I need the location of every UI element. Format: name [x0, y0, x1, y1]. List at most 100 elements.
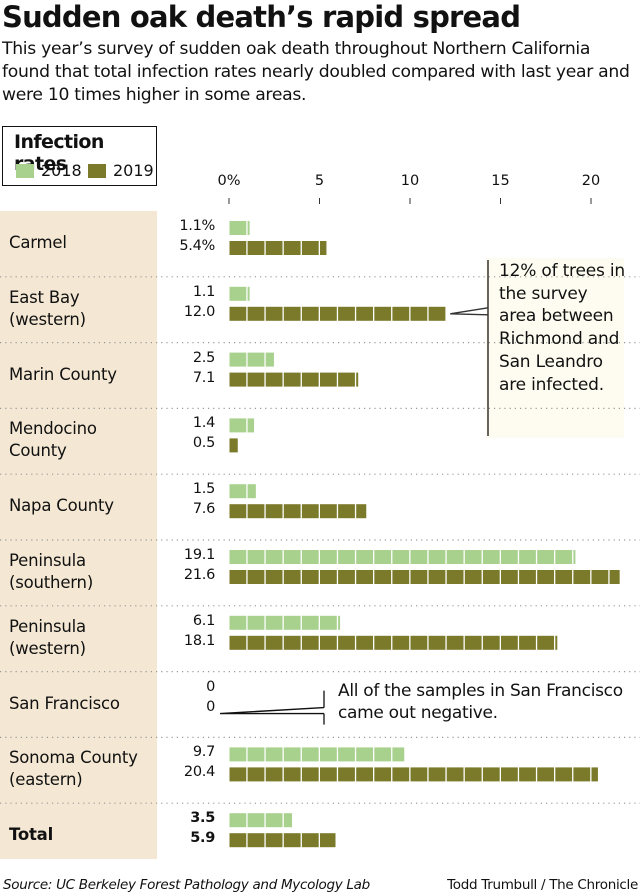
bar-segment [247, 372, 265, 387]
bar-segment [374, 747, 392, 762]
value-label-2019: 7.1 [192, 369, 215, 386]
category-label: Total [9, 824, 53, 846]
legend: Infection rates 2018 2019 [2, 126, 157, 186]
category-label: Napa County [9, 495, 114, 517]
bar-segment [482, 550, 500, 564]
bar-segment [374, 635, 392, 650]
category-label: Marin County [9, 364, 117, 386]
bar-segment [283, 747, 301, 762]
bar-segment [283, 635, 301, 650]
value-label-2018: 3.5 [190, 810, 215, 827]
bar-segment [247, 241, 265, 255]
bar-segment [428, 306, 446, 321]
bar-segment [229, 418, 247, 433]
value-label-2018: 2.5 [192, 349, 215, 366]
bar-segment [356, 570, 373, 584]
bar-2019 [229, 241, 327, 255]
bar-segment [519, 570, 536, 584]
bar-segment [229, 438, 238, 453]
bar-segment [320, 833, 336, 848]
bar-segment [519, 635, 536, 650]
bar-segment [555, 635, 558, 650]
bar-segment [283, 833, 301, 848]
bar-segment [283, 241, 301, 255]
bar-segment [283, 767, 301, 782]
bar-segment [229, 767, 247, 782]
bar-segment [229, 615, 247, 630]
bar-segment [374, 550, 392, 564]
bar-segment [428, 570, 446, 584]
category-label-line: (western) [9, 638, 86, 658]
bar-segment [283, 504, 301, 519]
category-label-line: Sonoma County [9, 748, 138, 768]
category-label: Carmel [9, 232, 67, 254]
bar-segment [501, 767, 518, 782]
bar-segment [320, 504, 337, 519]
bar-2019 [229, 438, 238, 453]
bar-segment [301, 550, 319, 564]
legend-label-2019: 2019 [113, 161, 154, 180]
annotation-leader-east-bay [450, 307, 489, 316]
bar-segment [501, 635, 518, 650]
value-label-2019: 5.9 [190, 830, 215, 847]
bar-segment [320, 570, 337, 584]
bar-segment [482, 635, 500, 650]
bar-segment [247, 747, 265, 762]
bar-segment [537, 570, 554, 584]
bar-segment [247, 221, 250, 235]
bar-segment [247, 813, 265, 828]
bar-segment [446, 767, 464, 782]
bar-segment [247, 550, 265, 564]
bar-segment [301, 767, 319, 782]
bar-segment [338, 635, 355, 650]
bar-2019 [229, 372, 359, 387]
bar-segment [537, 550, 554, 564]
bar-segment [265, 550, 283, 564]
value-label-2018: 19.1 [183, 547, 215, 563]
bar-segment [519, 767, 536, 782]
bar-segment [410, 635, 428, 650]
annotation-east-bay: 12% of trees in the survey area between … [499, 261, 625, 395]
bar-segment [283, 372, 301, 387]
bar-segment [265, 570, 283, 584]
bar-segment [229, 484, 247, 499]
bar-segment [573, 550, 576, 564]
bar-segment [410, 550, 428, 564]
bar-segment [501, 570, 518, 584]
chart-title: Sudden oak death’s rapid spread [2, 0, 521, 34]
bar-segment [573, 767, 591, 782]
bar-segment [247, 570, 265, 584]
bar-segment [501, 550, 518, 564]
bar-segment [356, 635, 373, 650]
bar-segment [283, 813, 293, 828]
bar-segment [356, 306, 373, 321]
bar-2018 [229, 418, 255, 433]
bar-segment [356, 550, 373, 564]
category-label: Peninsula (southern) [9, 550, 93, 594]
bar-segment [428, 635, 446, 650]
bar-segment [265, 813, 283, 828]
bar-segment [356, 504, 367, 519]
bar-2018 [229, 352, 274, 367]
value-label-2018: 0 [206, 678, 215, 695]
category-label-line: (southern) [9, 572, 94, 592]
bar-2018 [229, 813, 293, 828]
credit-note: Todd Trumbull / The Chronicle [447, 877, 638, 893]
bar-segment [283, 306, 301, 321]
x-tick-label: 10 [400, 173, 420, 189]
bar-segment [229, 550, 247, 564]
bar-segment [229, 747, 247, 762]
annotation-box-east-bay [486, 258, 624, 438]
bar-segment [446, 635, 464, 650]
category-label-line: (eastern) [9, 770, 83, 790]
annotation-leader-san-francisco [219, 706, 325, 715]
bar-segment [301, 833, 319, 848]
bar-segment [265, 352, 274, 367]
bar-segment [464, 570, 482, 584]
category-label-line: Mendocino [9, 419, 97, 439]
bar-segment [229, 813, 247, 828]
bar-segment [320, 372, 337, 387]
bar-segment [338, 372, 355, 387]
bar-segment [410, 570, 428, 584]
